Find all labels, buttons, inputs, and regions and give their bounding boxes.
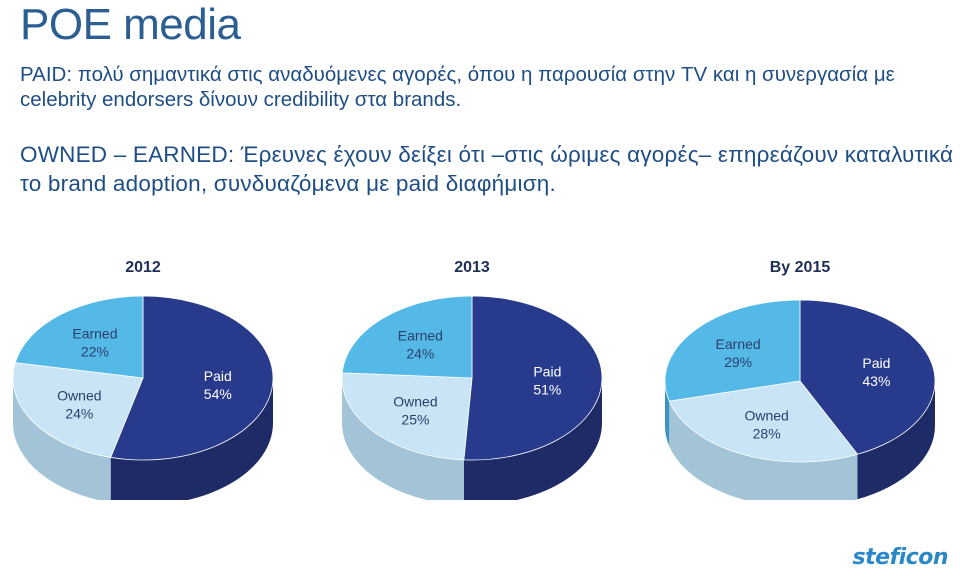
slice-value-owned: 24% <box>65 405 93 421</box>
pie-slice-paid <box>110 295 274 461</box>
slice-label-owned: Owned <box>57 387 101 403</box>
slice-value-paid: 54% <box>204 386 232 402</box>
pie-chart-title: By 2015 <box>770 259 831 276</box>
pie-slice-owned <box>341 372 473 461</box>
slice-label-earned: Earned <box>716 336 761 352</box>
pie-slice-paid <box>463 295 603 461</box>
steficon-logo: steficon <box>852 545 949 570</box>
pie-side-owned <box>13 378 111 500</box>
slice-label-paid: Paid <box>204 368 232 384</box>
pie-slice-owned <box>668 380 859 463</box>
pie-charts: Paid 54% Owned 24% Earned 22% 2012 Paid 51% Owned… <box>12 259 936 500</box>
slice-label-earned: Earned <box>72 325 117 341</box>
slice-label-owned: Owned <box>744 408 788 424</box>
pie-chart-1: Paid 54% Owned 24% Earned 22% 2012 <box>12 259 274 500</box>
pie-side-paid <box>857 381 935 500</box>
pie-side-paid <box>463 378 602 500</box>
pie-slice-earned <box>14 295 144 379</box>
pie-side-paid <box>110 378 273 500</box>
pie-chart-title: 2012 <box>125 259 161 276</box>
slice-label-paid: Paid <box>862 355 890 371</box>
page-title: POE media <box>20 0 241 49</box>
pie-chart-3: Paid 43% Owned 28% Earned 29% By 2015 <box>664 259 936 500</box>
pie-chart-title: 2013 <box>454 259 490 276</box>
pie-side-owned <box>342 378 464 500</box>
slice-label-paid: Paid <box>533 363 561 379</box>
slice-label-owned: Owned <box>393 393 437 409</box>
pie-side-earned <box>665 381 670 447</box>
slice-value-earned: 29% <box>724 354 752 370</box>
pie-chart-2: Paid 51% Owned 25% Earned 24% 2013 <box>341 259 603 500</box>
slice-value-paid: 51% <box>533 381 561 397</box>
pie-slice-earned <box>341 295 473 379</box>
paragraph-paid: PAID: πολύ σημαντικά στις αναδυόμενες αγ… <box>20 63 895 111</box>
slice-value-owned: 25% <box>401 411 429 427</box>
pie-side-owned <box>669 401 858 500</box>
pie-slice-owned <box>12 362 144 458</box>
paragraph-owned-earned: OWNED – EARNED: Έρευνες έχουν δείξει ότι… <box>20 142 954 196</box>
pie-slice-earned <box>664 299 801 402</box>
slice-value-paid: 43% <box>862 373 890 389</box>
pie-slice-paid <box>799 299 936 455</box>
slice-label-earned: Earned <box>398 327 443 343</box>
slice-value-earned: 24% <box>406 345 434 361</box>
slice-value-earned: 22% <box>81 343 109 359</box>
slice-value-owned: 28% <box>753 426 781 442</box>
